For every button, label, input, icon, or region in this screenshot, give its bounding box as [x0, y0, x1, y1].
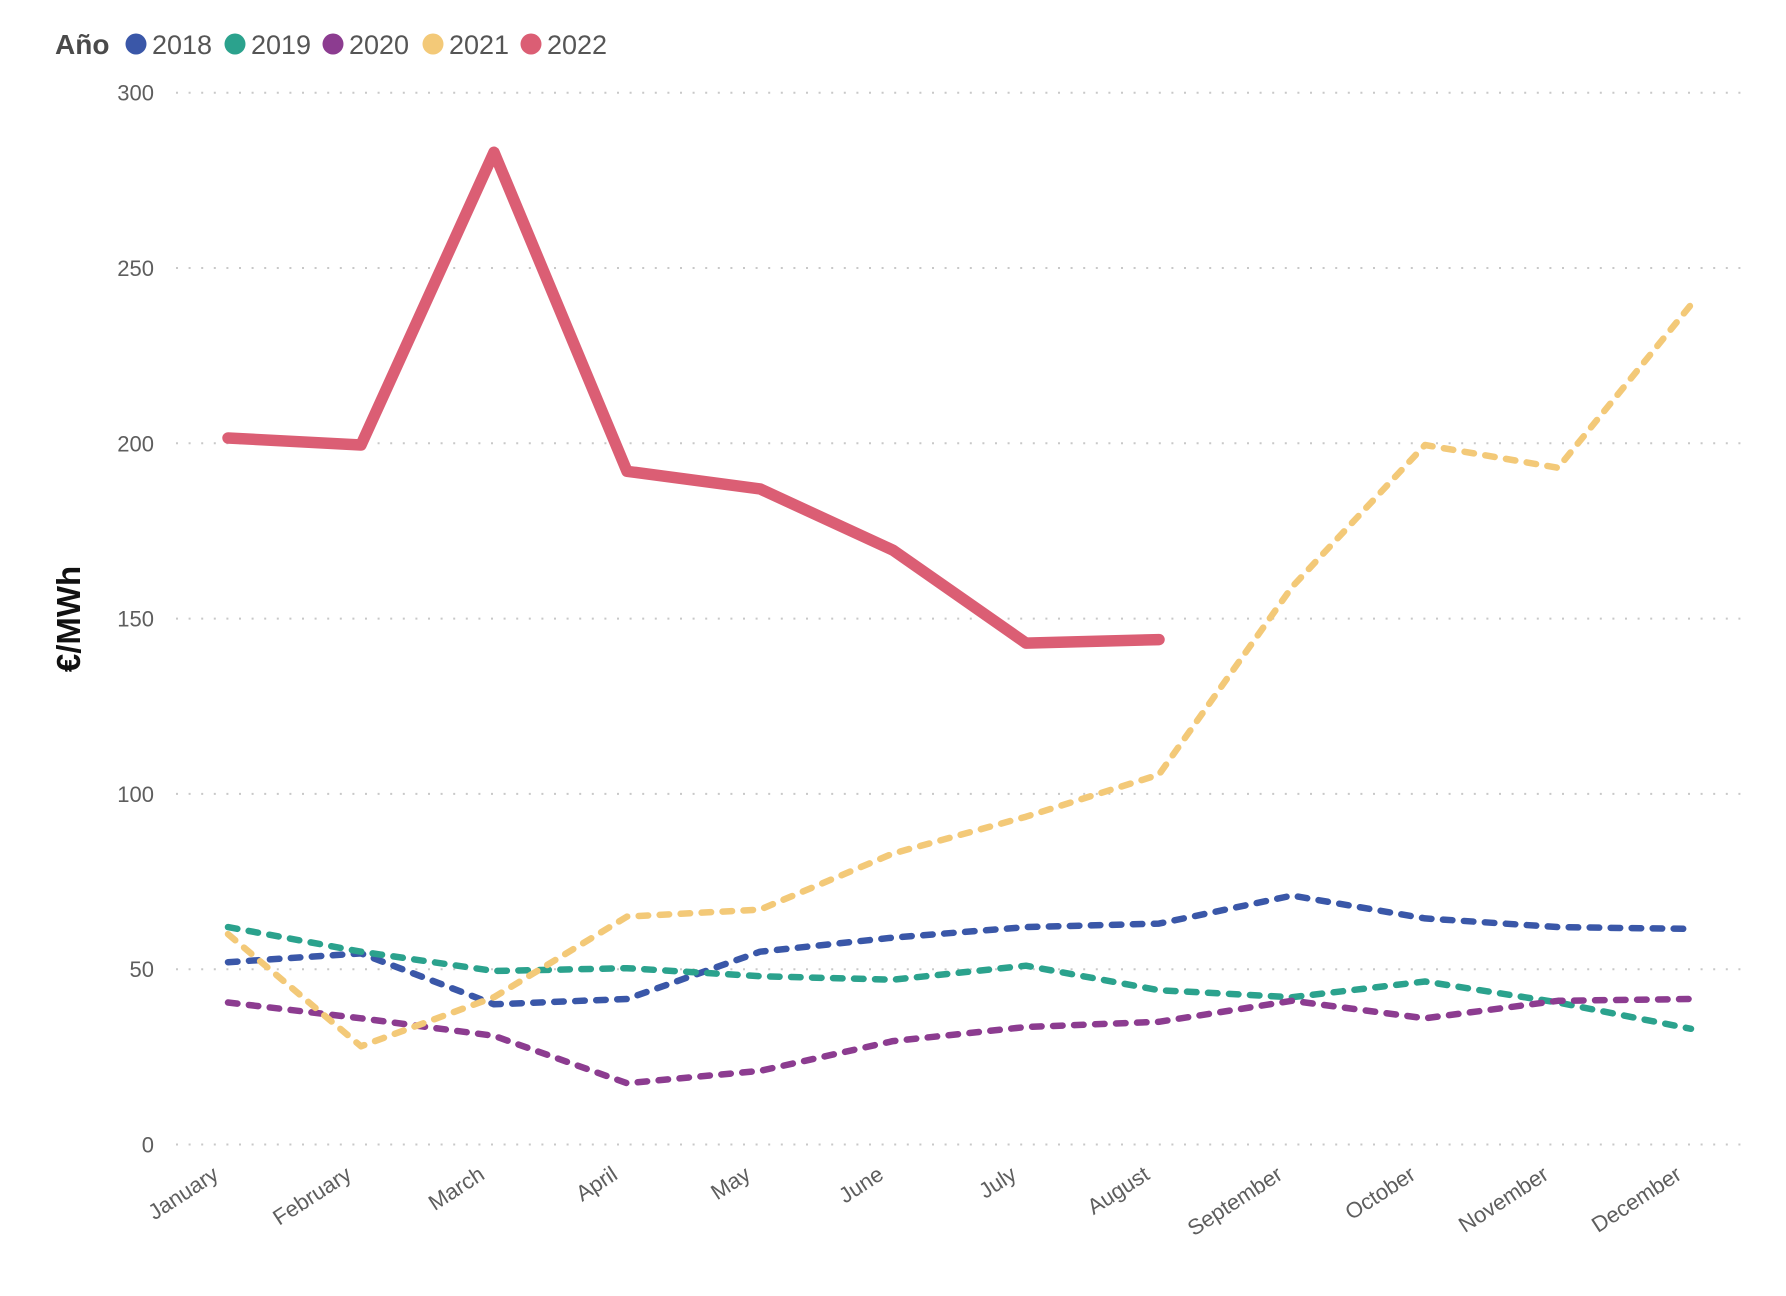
svg-text:2019: 2019: [251, 30, 311, 60]
svg-text:250: 250: [117, 256, 154, 281]
svg-text:150: 150: [117, 607, 154, 632]
svg-text:Año: Año: [55, 29, 109, 60]
svg-text:2021: 2021: [449, 30, 509, 60]
svg-text:50: 50: [130, 957, 154, 982]
svg-text:€/MWh: €/MWh: [50, 566, 87, 672]
svg-text:2018: 2018: [152, 30, 212, 60]
svg-text:200: 200: [117, 431, 154, 456]
svg-text:0: 0: [142, 1133, 154, 1158]
svg-text:300: 300: [117, 81, 154, 106]
svg-text:2020: 2020: [349, 30, 409, 60]
svg-text:2022: 2022: [547, 30, 607, 60]
svg-text:100: 100: [117, 782, 154, 807]
